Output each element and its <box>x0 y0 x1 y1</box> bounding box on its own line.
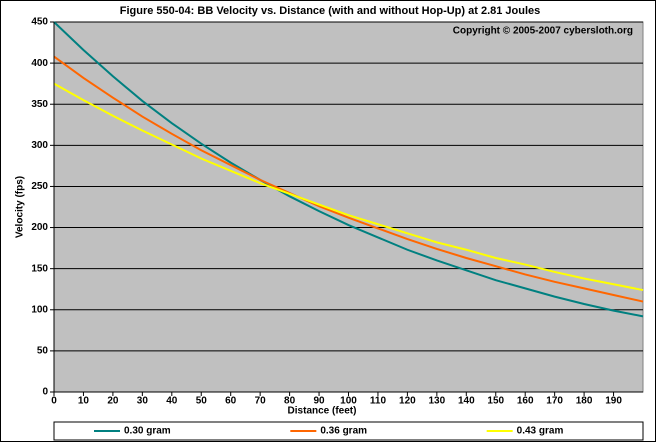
series-line <box>53 82 644 292</box>
legend <box>53 421 644 441</box>
y-axis-label: Velocity (fps) <box>15 176 26 238</box>
x-tick-label: 60 <box>225 396 237 407</box>
y-tick-label: 350 <box>31 99 48 110</box>
x-tick-label: 170 <box>546 396 563 407</box>
legend-label: 0.43 gram <box>517 426 564 437</box>
x-tick-label: 190 <box>605 396 622 407</box>
legend-label: 0.36 gram <box>320 426 367 437</box>
y-tick-label: 400 <box>31 58 48 69</box>
x-tick-label: 120 <box>399 396 416 407</box>
y-tick-label: 50 <box>37 346 49 357</box>
x-tick-label: 160 <box>517 396 534 407</box>
x-tick-label: 50 <box>196 396 208 407</box>
y-tick-label: 250 <box>31 181 48 192</box>
x-tick-label: 180 <box>576 396 593 407</box>
x-tick-label: 110 <box>370 396 387 407</box>
x-tick-label: 20 <box>107 396 119 407</box>
x-tick-label: 100 <box>340 396 357 407</box>
y-tick-label: 0 <box>42 387 48 398</box>
series-line <box>53 21 644 318</box>
x-axis-label: Distance (feet) <box>288 406 357 417</box>
x-tick-label: 150 <box>487 396 504 407</box>
y-tick-label: 450 <box>31 17 48 28</box>
x-tick-label: 130 <box>429 396 446 407</box>
x-tick-label: 10 <box>78 396 90 407</box>
legend-label: 0.30 gram <box>124 426 171 437</box>
y-tick-label: 150 <box>31 263 48 274</box>
series-line <box>53 55 644 303</box>
x-tick-label: 140 <box>458 396 475 407</box>
x-tick-label: 90 <box>313 396 325 407</box>
x-tick-label: 70 <box>255 396 267 407</box>
x-tick-label: 80 <box>284 396 296 407</box>
chart-title: Figure 550-04: BB Velocity vs. Distance … <box>120 5 541 17</box>
x-tick-label: 40 <box>166 396 178 407</box>
y-tick-label: 200 <box>31 222 48 233</box>
y-tick-label: 300 <box>31 140 48 151</box>
annotation: Copyright © 2005-2007 cybersloth.org <box>453 26 633 37</box>
plot-area <box>53 21 644 393</box>
x-tick-label: 0 <box>51 396 57 407</box>
y-tick-label: 100 <box>31 304 48 315</box>
x-tick-label: 30 <box>137 396 149 407</box>
